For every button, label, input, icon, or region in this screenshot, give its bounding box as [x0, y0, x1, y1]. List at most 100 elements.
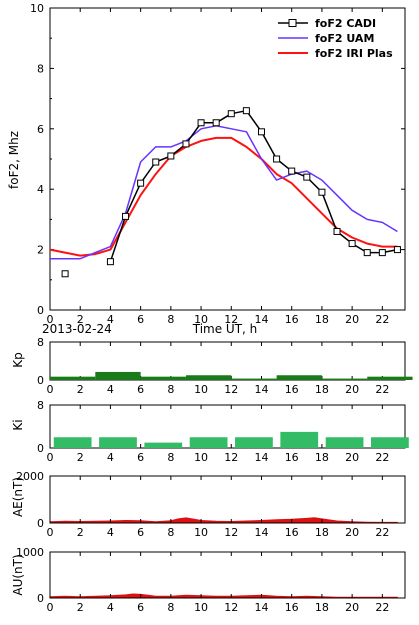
cadi-point: [273, 155, 281, 163]
ki-bar: [99, 437, 137, 448]
fof2-legend: foF2 CADI foF2 UAM foF2 IRI Plas: [278, 17, 393, 60]
kp-ylabel: Kp: [11, 352, 25, 368]
ae-xtick-label: 2: [77, 526, 84, 539]
fof2-xtick-label: 16: [285, 313, 299, 326]
legend-marker-cadi: [288, 19, 297, 27]
cadi-point: [288, 167, 296, 175]
ki-bar: [189, 437, 228, 448]
ae-xtick-label: 20: [345, 526, 359, 539]
au-xtick-label: 2: [77, 601, 84, 614]
ae-xtick-label: 16: [285, 526, 299, 539]
ki-xtick-label: 0: [47, 451, 54, 464]
ae-ytick-label: 0: [37, 517, 44, 530]
fof2-xtick-label: 18: [315, 313, 329, 326]
cadi-point: [303, 173, 311, 181]
legend-label-cadi: foF2 CADI: [315, 17, 376, 30]
fof2-ytick-label: 10: [30, 2, 44, 15]
ki-xtick-label: 10: [194, 451, 208, 464]
kp-xtick-label: 12: [224, 383, 238, 396]
cadi-point: [61, 270, 69, 278]
cadi-point: [318, 188, 326, 196]
ki-xtick-label: 2: [77, 451, 84, 464]
fof2-xtick-label: 10: [194, 313, 208, 326]
ae-xtick-label: 18: [315, 526, 329, 539]
fof2-xlabel: Time UT, h: [192, 322, 258, 336]
cadi-point: [106, 258, 114, 266]
fof2-ylabel: foF2, Mhz: [7, 131, 21, 189]
kp-xtick-label: 18: [315, 383, 329, 396]
fof2-xtick-label: 20: [345, 313, 359, 326]
au-xtick-label: 12: [224, 601, 238, 614]
date-label: 2013-02-24: [42, 322, 112, 336]
ae-xtick-label: 6: [137, 526, 144, 539]
kp-xtick-label: 0: [47, 383, 54, 396]
kp-ytick-label: 8: [37, 336, 44, 349]
au-ytick-label: 0: [37, 592, 44, 605]
ki-ytick-label: 8: [37, 399, 44, 412]
kp-xtick-label: 2: [77, 383, 84, 396]
kp-bar: [276, 375, 322, 380]
fof2-panel: 0 2 4 6 8 10 12 14 16 18 20 22 0 2 4 6 8 10: [30, 2, 406, 326]
ki-xtick-label: 22: [375, 451, 389, 464]
kp-bar: [367, 376, 413, 380]
au-xtick-label: 0: [47, 601, 54, 614]
cadi-point: [378, 249, 386, 257]
kp-bar: [185, 375, 232, 380]
ki-xtick-label: 14: [254, 451, 268, 464]
ki-xtick-label: 8: [167, 451, 174, 464]
ae-xtick-label: 4: [107, 526, 114, 539]
legend-label-uam: foF2 UAM: [315, 32, 374, 45]
kp-xtick-label: 16: [285, 383, 299, 396]
kp-xtick-label: 10: [194, 383, 208, 396]
ae-panel: 0 2 4 6 8 10 12 14 16 18 20 22 0 2000: [16, 470, 406, 539]
au-ylabel: AU(nT): [11, 554, 25, 595]
fof2-xtick-label: 2: [77, 313, 84, 326]
fof2-ytick-label: 0: [37, 304, 44, 317]
ae-xtick-label: 10: [194, 526, 208, 539]
ki-xtick-label: 12: [224, 451, 238, 464]
ki-xtick-label: 16: [285, 451, 299, 464]
au-area: [49, 593, 398, 599]
cadi-point: [137, 179, 145, 187]
fof2-xtick-label: 6: [137, 313, 144, 326]
cadi-point: [242, 107, 250, 115]
au-xtick-label: 8: [167, 601, 174, 614]
au-xtick-label: 18: [315, 601, 329, 614]
ki-xtick-label: 20: [345, 451, 359, 464]
cadi-point: [348, 240, 356, 248]
kp-xtick-label: 20: [345, 383, 359, 396]
ae-ytick-label: 2000: [16, 470, 44, 483]
kp-panel: 0 2 4 6 8 10 12 14 16 18 20 22 0 8: [37, 336, 413, 396]
fof2-xtick-label: 14: [254, 313, 268, 326]
au-xtick-label: 20: [345, 601, 359, 614]
cadi-point: [227, 110, 235, 118]
au-xtick-label: 10: [194, 601, 208, 614]
ki-ytick-label: 0: [37, 442, 44, 455]
ki-bar: [280, 431, 319, 448]
au-panel: 0 2 4 6 8 10 12 14 16 18 20 22 0 1000: [16, 546, 406, 614]
au-xtick-label: 4: [107, 601, 114, 614]
au-xtick-label: 14: [254, 601, 268, 614]
au-frame: [49, 551, 406, 599]
ae-xtick-label: 0: [47, 526, 54, 539]
kp-bar: [321, 378, 368, 380]
ki-bar: [53, 437, 92, 448]
ae-ylabel: AE(nT): [11, 477, 25, 517]
cadi-point: [197, 119, 205, 127]
fof2-xtick-label: 12: [224, 313, 238, 326]
cadi-point: [363, 249, 371, 257]
cadi-point: [333, 227, 341, 235]
kp-xtick-label: 4: [107, 383, 114, 396]
ae-xtick-label: 22: [375, 526, 389, 539]
au-xtick-label: 6: [137, 601, 144, 614]
fof2-xtick-label: 0: [47, 313, 54, 326]
cadi-point: [182, 140, 190, 148]
kp-bar: [231, 378, 277, 380]
kp-xtick-label: 22: [375, 383, 389, 396]
kp-xtick-label: 14: [254, 383, 268, 396]
cadi-point: [167, 152, 175, 160]
kp-bar: [95, 371, 141, 380]
fof2-ytick-label: 2: [37, 244, 44, 257]
cadi-point: [122, 212, 130, 220]
